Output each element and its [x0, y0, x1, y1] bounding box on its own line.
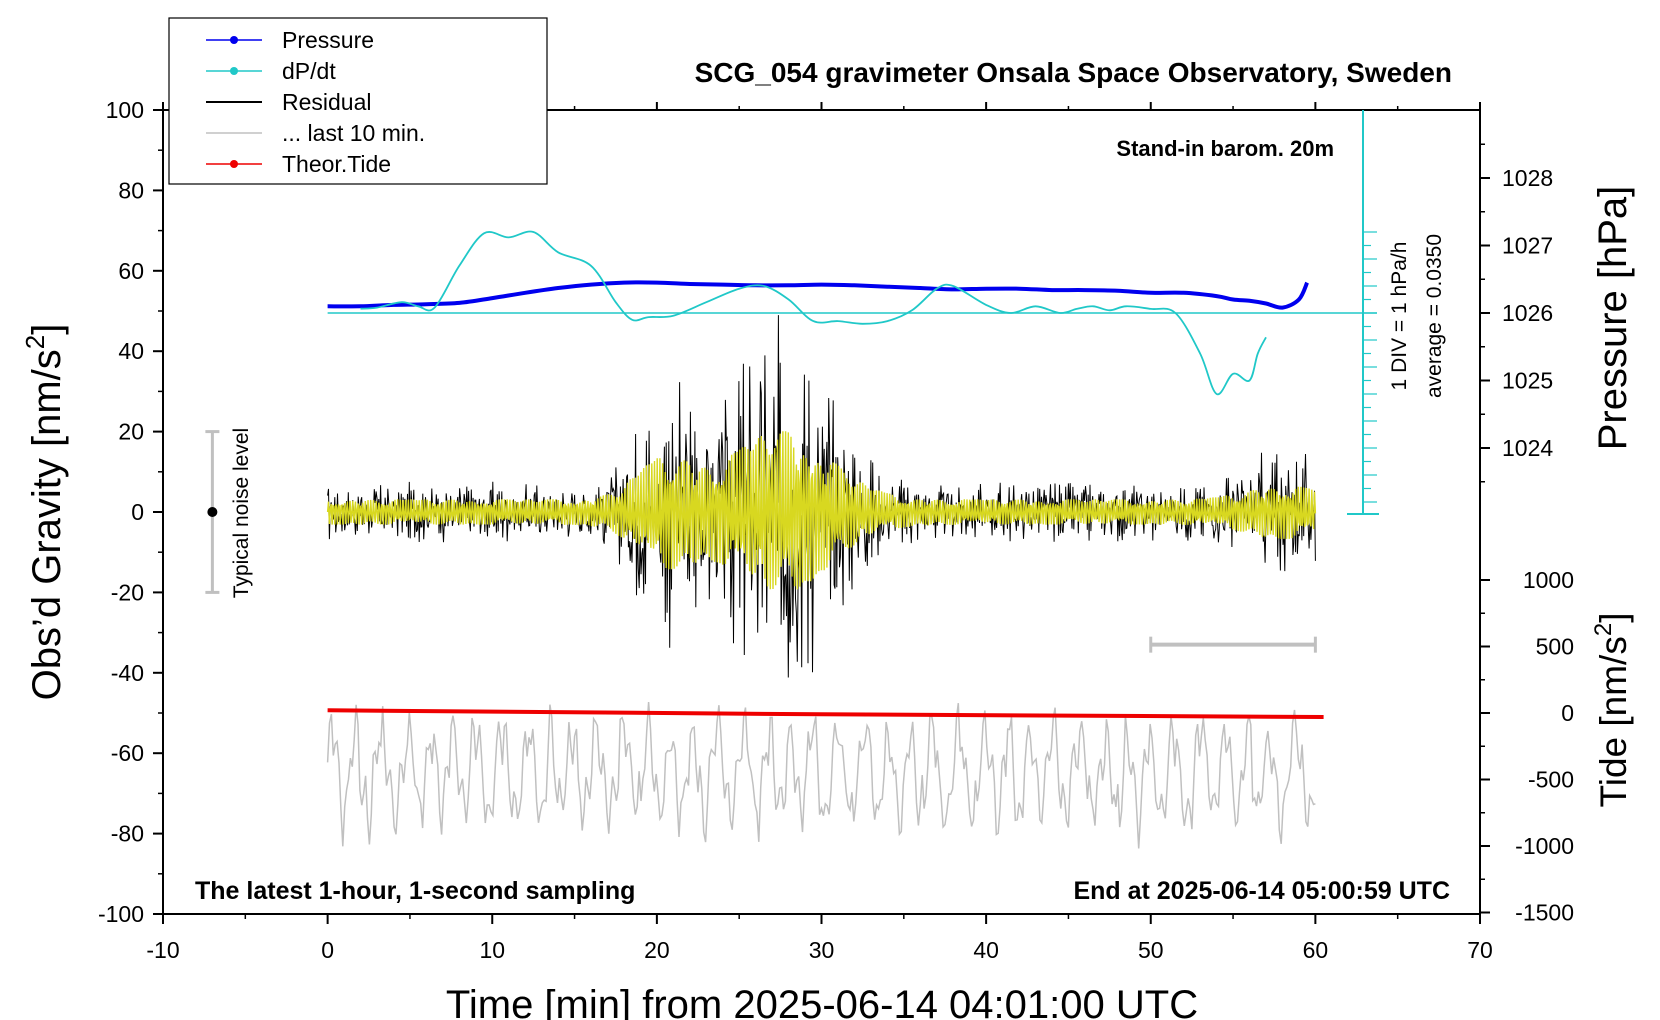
average-label: average = 0.0350 — [1423, 234, 1446, 398]
tide-tick-label: -500 — [1528, 767, 1574, 793]
noise-label: Typical noise level — [230, 428, 253, 598]
y-tick-label: -60 — [111, 740, 144, 766]
y-tick-label: -20 — [111, 579, 144, 605]
end-time-note: End at 2025-06-14 05:00:59 UTC — [1073, 877, 1450, 905]
y-tick-label: -100 — [98, 901, 144, 927]
tide-tick-label: -1500 — [1515, 900, 1574, 926]
x-tick-label: 40 — [973, 937, 999, 963]
legend-label: dP/dt — [282, 58, 336, 84]
tide-tick-label: 1000 — [1523, 567, 1574, 593]
tide-tick-label: 500 — [1536, 634, 1574, 660]
pressure-line — [327, 280, 1309, 310]
x-tick-label: 70 — [1467, 937, 1493, 963]
barometer-note: Stand-in barom. 20m — [1116, 136, 1334, 161]
latest-note: The latest 1-hour, 1-second sampling — [195, 877, 635, 905]
x-tick-label: -10 — [146, 937, 179, 963]
last-10-min-line — [326, 702, 1316, 849]
y-tick-label: -40 — [111, 660, 144, 686]
legend-label: ... last 10 min. — [282, 120, 425, 146]
x-tick-label: 60 — [1303, 937, 1329, 963]
tide-tick-label: -1000 — [1515, 833, 1574, 859]
y-tick-label: 100 — [106, 97, 144, 123]
x-tick-label: 20 — [644, 937, 670, 963]
dpdt-series — [360, 230, 1267, 396]
y-tick-label: 20 — [118, 419, 144, 445]
pressure-tick-label: 1024 — [1502, 435, 1553, 461]
x-tick-label: 10 — [479, 937, 505, 963]
chart-decorations — [205, 110, 1379, 653]
y-tick-label: 80 — [118, 177, 144, 203]
y-axis-label-tide: Tide [nm/s2] — [1590, 613, 1634, 808]
theor-tide-series — [327, 708, 1324, 719]
legend: Pressure dP/dt Residual ... last 10 min. The… — [206, 27, 425, 177]
theor-tide-line — [327, 708, 1324, 719]
y-tick-label: -80 — [111, 821, 144, 847]
legend-marker — [230, 36, 238, 44]
pressure-series — [327, 280, 1309, 310]
filtered-series — [326, 431, 1317, 590]
x-tick-label: 30 — [809, 937, 835, 963]
legend-marker — [230, 160, 238, 168]
dpdt-line — [360, 230, 1267, 396]
pressure-tick-label: 1026 — [1502, 300, 1553, 326]
pressure-tick-label: 1025 — [1502, 368, 1553, 394]
legend-label: Theor.Tide — [282, 151, 391, 177]
pressure-tick-label: 1027 — [1502, 233, 1553, 259]
noise-bar-dot — [207, 507, 218, 517]
legend-label: Residual — [282, 89, 372, 115]
y-tick-label: 60 — [118, 258, 144, 284]
div-label: 1 DIV = 1 hPa/h — [1388, 242, 1411, 391]
legend-label: Pressure — [282, 27, 374, 53]
chart-title: SCG_054 gravimeter Onsala Space Observat… — [695, 57, 1452, 88]
y-axis-label-pressure: Pressure [hPa] — [1591, 186, 1635, 451]
pressure-tick-label: 1028 — [1502, 165, 1553, 191]
y-tick-label: 40 — [118, 338, 144, 364]
last-10-min-series — [326, 702, 1316, 849]
x-tick-label: 0 — [321, 937, 334, 963]
y-axis-label-left: Obs’d Gravity [nm/s2] — [20, 324, 69, 701]
x-axis-label: Time [min] from 2025-06-14 04:01:00 UTC — [446, 983, 1198, 1020]
x-tick-label: 50 — [1138, 937, 1164, 963]
legend-marker — [230, 67, 238, 75]
axis-ticks: -10 0 10 20 30 40 50 60 70100806040200-20-40-60-… — [98, 97, 1574, 963]
filtered-line — [326, 431, 1317, 590]
tide-tick-label: 0 — [1561, 700, 1574, 726]
y-tick-label: 0 — [131, 499, 144, 525]
